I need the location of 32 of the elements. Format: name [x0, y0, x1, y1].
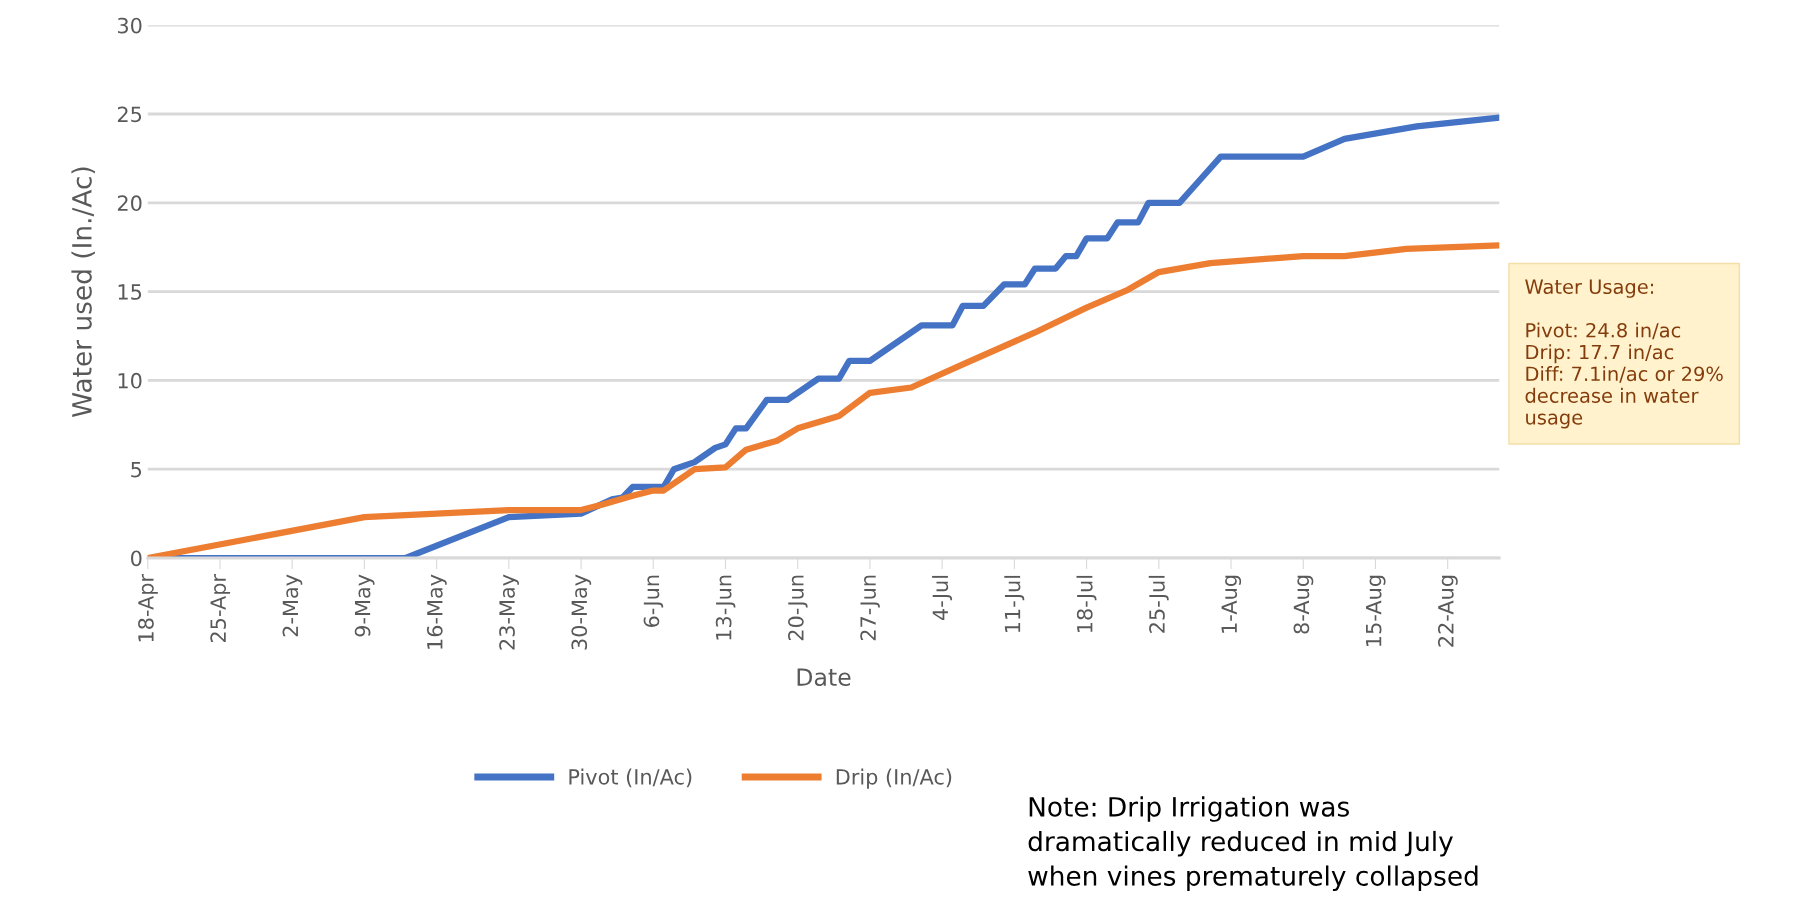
- x-tick-label: 16-May: [426, 574, 447, 649]
- x-tick-label: 4-Jul: [932, 575, 953, 621]
- x-tick-label: 13-Jun: [715, 575, 736, 640]
- x-tick-label: 23-May: [499, 574, 519, 650]
- x-tick-label: 22-Aug: [1437, 575, 1458, 647]
- x-tick-label: 25-Jul: [1148, 575, 1169, 633]
- x-tick-label: 18-Jul: [1076, 575, 1097, 633]
- x-tick-label: 15-Aug: [1366, 575, 1386, 646]
- text: Note: Drip Irrigation was dramatically reduced in mid July when vines prematurely collapsed: [1028, 796, 1478, 891]
- y-tick-label: 20: [117, 195, 142, 212]
- y-axis-title: Water used (In./Ac): [71, 167, 95, 418]
- y-tick-label: 5: [131, 461, 142, 478]
- x-tick-label: 20-Jun: [788, 575, 808, 641]
- y-tick-label: 30: [117, 17, 142, 34]
- text: Water Usage: Pivot: 24.8 in/ac Drip: 17.7 in/ac Diff: 7.1in/ac or 29% decrease in water usage: [1525, 279, 1723, 429]
- x-tick-label: 30-May: [571, 574, 592, 650]
- x-tick-label: 11-Jul: [1004, 575, 1025, 633]
- x-tick-label: 25-Apr: [210, 573, 231, 643]
- y-tick-label: 10: [118, 372, 142, 389]
- x-axis-title: Date: [797, 668, 851, 687]
- legend-label: Pivot (In/Ac): [569, 768, 692, 788]
- x-tick-label: 2-May: [282, 574, 303, 637]
- y-tick-label: 15: [118, 284, 142, 300]
- y-tick-label: 25: [117, 106, 142, 123]
- legend-label: Drip (In/Ac): [836, 768, 952, 789]
- y-tick-label: 0: [131, 550, 142, 567]
- x-tick-label: 8-Aug: [1293, 575, 1314, 634]
- x-tick-label: 18-Apr: [138, 573, 158, 642]
- x-tick-label: 1-Aug: [1221, 575, 1242, 633]
- x-tick-label: 6-Jun: [643, 575, 664, 628]
- x-tick-label: 9-May: [354, 574, 375, 637]
- x-tick-label: 27-Jun: [860, 575, 880, 641]
